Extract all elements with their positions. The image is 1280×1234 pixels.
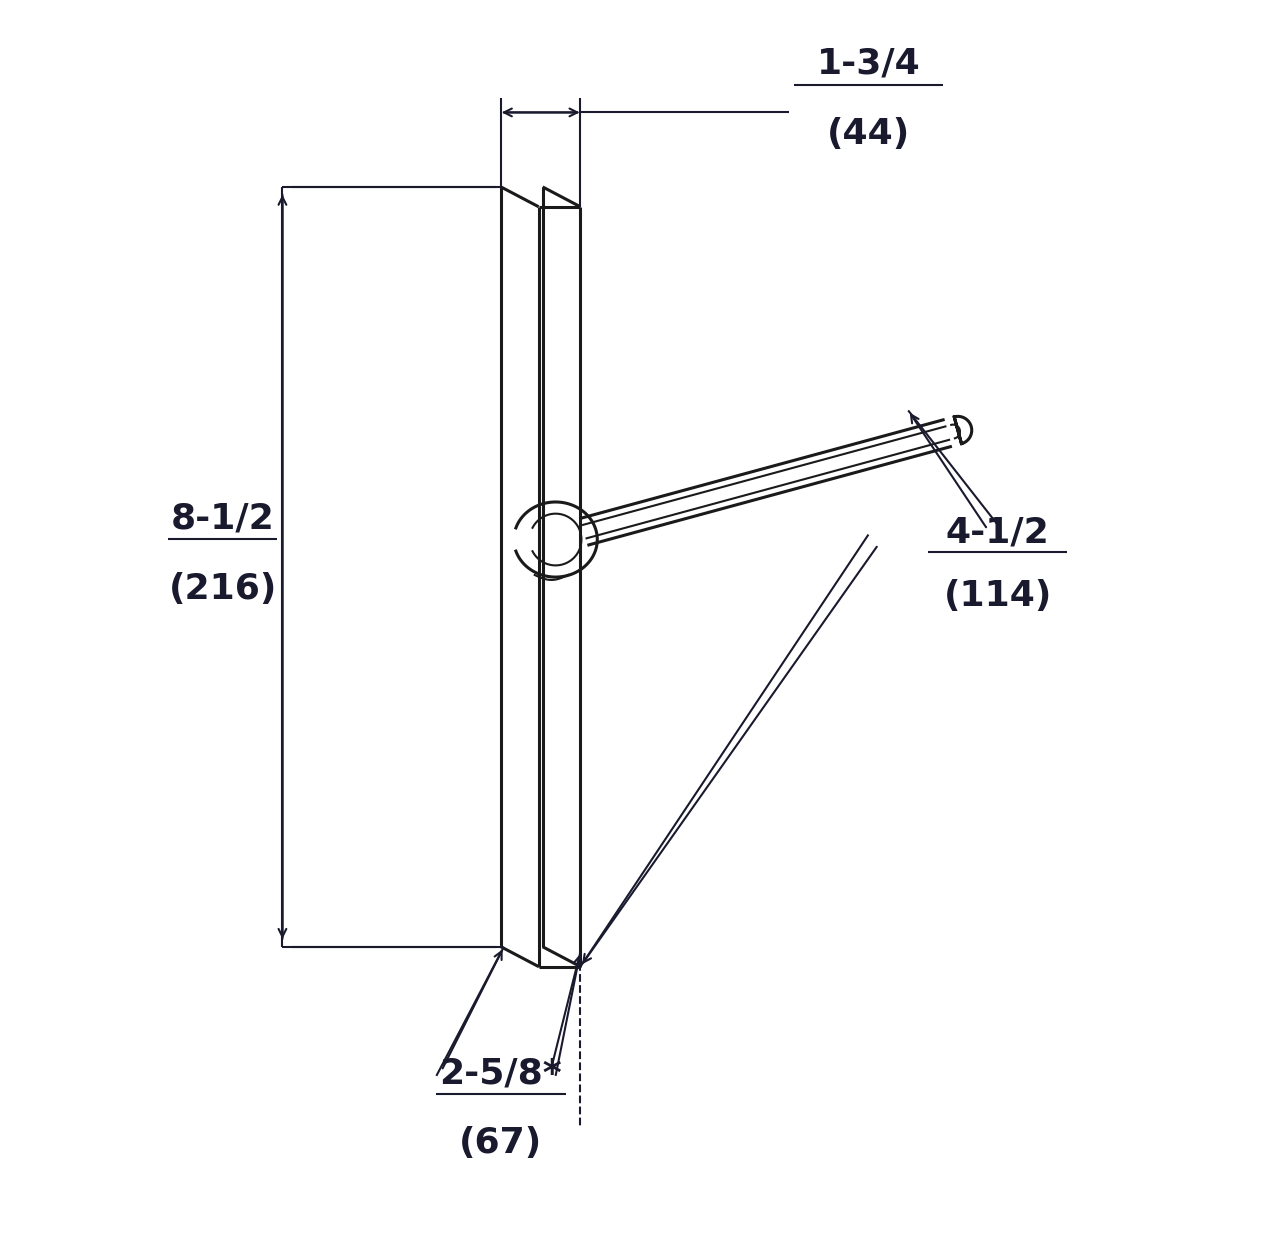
Text: 2-5/8*: 2-5/8* [439, 1056, 562, 1091]
Text: 8-1/2: 8-1/2 [172, 501, 275, 536]
Text: 1-3/4: 1-3/4 [817, 47, 920, 80]
Text: 4-1/2: 4-1/2 [946, 516, 1050, 549]
Text: (44): (44) [827, 117, 910, 152]
Text: (114): (114) [943, 579, 1052, 613]
Text: (67): (67) [460, 1125, 543, 1160]
Text: (216): (216) [169, 571, 276, 606]
